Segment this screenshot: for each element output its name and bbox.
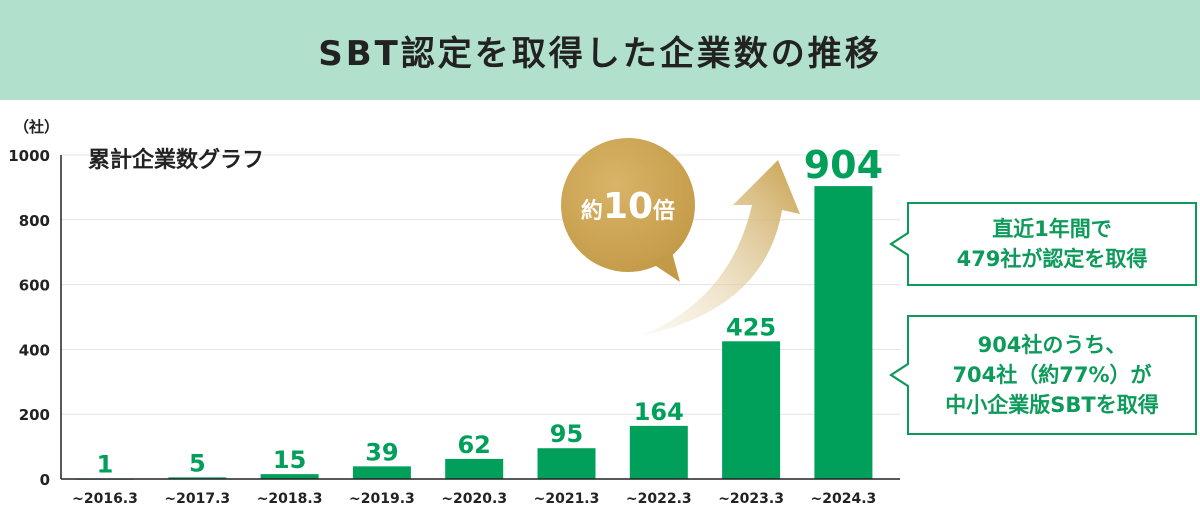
x-tick-label: ~2020.3 <box>441 491 507 507</box>
bar-value-label: 164 <box>634 398 684 426</box>
bar <box>445 458 504 479</box>
bar <box>722 341 781 479</box>
callout-line: 904社のうち、 <box>977 333 1127 357</box>
bar-value-label: 904 <box>804 143 883 187</box>
y-tick-label: 400 <box>19 341 50 359</box>
x-tick-label: ~2019.3 <box>349 491 415 507</box>
callout-line: 704社（約77%）が <box>952 363 1152 387</box>
bar-value-label: 1 <box>97 451 114 479</box>
bar <box>629 425 688 479</box>
callout-line: 直近1年間で <box>992 217 1112 241</box>
y-tick-label: 600 <box>19 277 50 295</box>
callout-recent-year: 直近1年間で 479社が認定を取得 <box>907 202 1197 286</box>
x-tick-label: ~2022.3 <box>626 491 692 507</box>
page-title: SBT認定を取得した企業数の推移 <box>318 33 882 74</box>
title-banner: SBT認定を取得した企業数の推移 <box>0 0 1200 100</box>
callout-sme-sbt: 904社のうち、 704社（約77%）が 中小企業版SBTを取得 <box>907 315 1197 435</box>
x-tick-label: ~2017.3 <box>164 491 230 507</box>
bar <box>168 477 227 479</box>
chart-title: 累計企業数グラフ <box>88 147 264 173</box>
x-tick-label: ~2023.3 <box>718 491 784 507</box>
x-tick-label: ~2024.3 <box>811 491 877 507</box>
callout-line: 中小企業版SBTを取得 <box>945 393 1159 417</box>
bar <box>260 474 319 479</box>
bar <box>352 466 411 479</box>
y-tick-label: 800 <box>19 212 50 230</box>
bar-value-label: 425 <box>726 313 776 341</box>
badge-prefix: 約 <box>581 198 603 224</box>
badge-number: 10 <box>603 186 653 227</box>
svg-text:約10倍: 約10倍 <box>581 186 675 227</box>
x-tick-label: ~2016.3 <box>72 491 138 507</box>
badge-suffix: 倍 <box>653 198 675 224</box>
y-tick-label: 0 <box>40 471 50 489</box>
y-axis-unit: （社） <box>14 118 59 136</box>
bar-value-label: 15 <box>273 446 306 474</box>
y-tick-label: 1000 <box>8 147 50 165</box>
bar <box>814 186 873 479</box>
bar-value-label: 39 <box>365 438 398 466</box>
growth-arrow <box>640 160 800 336</box>
bar-value-label: 62 <box>457 431 490 459</box>
x-tick-label: ~2018.3 <box>257 491 323 507</box>
bar-value-label: 5 <box>189 449 206 477</box>
callout-line: 479社が認定を取得 <box>956 247 1148 271</box>
x-tick-label: ~2021.3 <box>534 491 600 507</box>
ten-times-badge: 約10倍 <box>561 138 695 282</box>
y-tick-label: 200 <box>19 406 50 424</box>
bar <box>537 448 596 479</box>
bar-value-label: 95 <box>550 420 583 448</box>
